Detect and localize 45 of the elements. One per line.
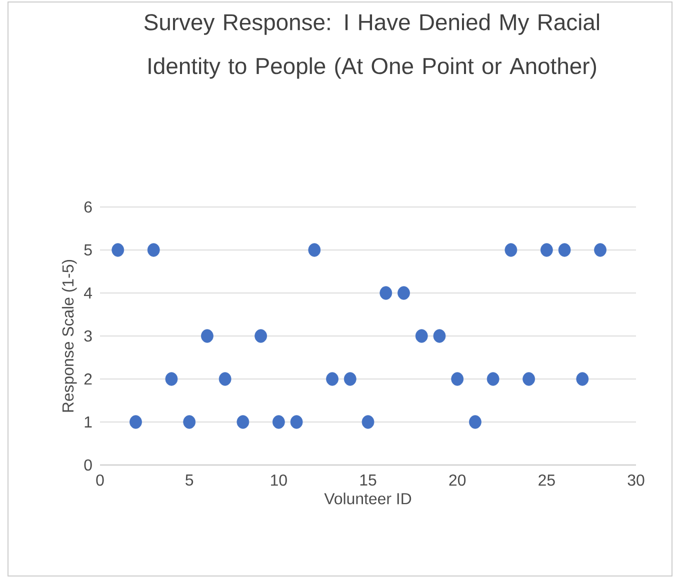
x-tick-label: 25 (538, 474, 555, 486)
point (183, 415, 196, 429)
point (326, 372, 338, 386)
point (433, 329, 446, 343)
y-tick-label: 6 (84, 201, 92, 213)
x-axis-title: Volunteer ID (324, 492, 412, 504)
x-tick-label: 20 (449, 474, 466, 486)
point (130, 415, 142, 429)
y-tick-label: 0 (84, 459, 92, 471)
point (272, 415, 285, 429)
x-tick-label: 10 (271, 474, 287, 486)
y-tick-label: 3 (84, 330, 92, 342)
x-tick-label: 30 (628, 474, 644, 486)
point (308, 243, 321, 257)
point (362, 415, 374, 429)
x-tick-label: 0 (96, 474, 104, 486)
chart-title: Survey Response: I Have Denied My Racial Identity to People (At One Point or Another) (144, 14, 599, 79)
point (344, 372, 356, 386)
point (558, 243, 571, 257)
x-tick-label: 5 (186, 474, 194, 486)
point (112, 243, 124, 257)
point (540, 243, 553, 257)
point (398, 286, 410, 300)
point (486, 372, 500, 386)
point (415, 329, 428, 343)
point (522, 372, 536, 386)
point (201, 329, 214, 343)
point (594, 243, 606, 257)
point (165, 372, 178, 386)
y-axis-title: Response Scale (1-5) (62, 260, 77, 412)
point (504, 243, 518, 257)
y-tick-label: 2 (84, 373, 92, 385)
point (236, 415, 250, 429)
y-tick-label: 4 (84, 288, 92, 298)
point (380, 286, 392, 300)
y-tick-label: 5 (84, 244, 92, 256)
point (218, 372, 232, 386)
x-tick-label: 15 (360, 474, 376, 486)
point (147, 243, 160, 257)
point (451, 372, 464, 386)
y-tick-label: 1 (84, 416, 92, 428)
point (254, 329, 268, 343)
point (576, 372, 589, 386)
point (469, 415, 482, 429)
point (290, 415, 303, 429)
